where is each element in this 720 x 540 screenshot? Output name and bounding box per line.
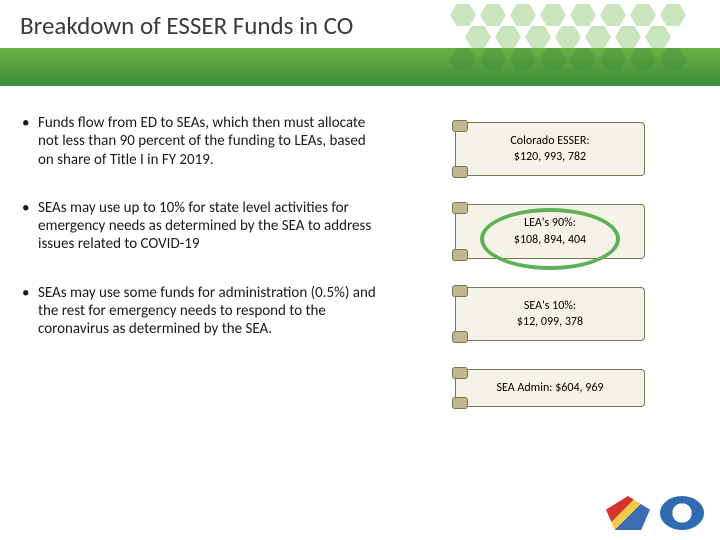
header: Breakdown of ESSER Funds in CO	[0, 0, 720, 86]
bullet-item: SEAs may use up to 10% for state level a…	[20, 199, 380, 254]
card-line: Colorado ESSER:	[462, 133, 638, 149]
card-line: $12, 099, 378	[462, 314, 638, 330]
card-line: $108, 894, 404	[462, 232, 638, 248]
fund-card-colorado: Colorado ESSER: $120, 993, 782	[455, 122, 645, 176]
bullet-item: SEAs may use some funds for administrati…	[20, 284, 380, 339]
hex-pattern	[440, 0, 720, 86]
cde-label: CDE	[675, 508, 688, 518]
page-title: Breakdown of ESSER Funds in CO	[20, 10, 353, 41]
bullet-list: Funds flow from ED to SEAs, which then m…	[20, 114, 380, 339]
cards-column: Colorado ESSER: $120, 993, 782 LEA's 90%…	[400, 114, 700, 435]
fund-card-lea: LEA's 90%: $108, 894, 404	[455, 204, 645, 258]
fund-card-sea: SEA's 10%: $12, 099, 378	[455, 287, 645, 341]
colorado-logo-icon	[606, 496, 650, 530]
card-line: SEA's 10%:	[462, 298, 638, 314]
card-line: SEA Admin: $604, 969	[462, 380, 638, 396]
fund-card-admin: SEA Admin: $604, 969	[455, 369, 645, 407]
logo-row: CDE	[606, 496, 704, 530]
bullet-item: Funds flow from ED to SEAs, which then m…	[20, 114, 380, 169]
cde-logo-icon: CDE	[660, 496, 704, 530]
bullet-column: Funds flow from ED to SEAs, which then m…	[20, 114, 400, 435]
card-line: $120, 993, 782	[462, 149, 638, 165]
content-area: Funds flow from ED to SEAs, which then m…	[0, 86, 720, 435]
card-line: LEA's 90%:	[462, 215, 638, 231]
